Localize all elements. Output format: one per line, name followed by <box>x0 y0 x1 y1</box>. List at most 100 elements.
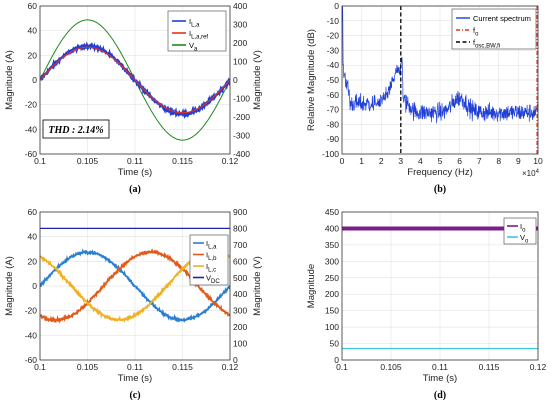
y-tick-label: 300 <box>325 256 339 266</box>
y-tick-label: 0 <box>334 355 339 365</box>
y-tick-label: 0 <box>334 1 339 11</box>
y-tick-label: 400 <box>325 223 339 233</box>
y-right-tick-label: 300 <box>233 20 247 30</box>
y-tick-label: 60 <box>28 207 38 217</box>
thd-annotation: THD : 2.14% <box>48 125 103 136</box>
y-tick-label: 0 <box>32 75 37 85</box>
y-right-tick-label: 200 <box>233 38 247 48</box>
series-line-L-b <box>40 248 230 324</box>
legend-entry: IL,b <box>206 251 217 263</box>
y-tick-label: -90 <box>327 134 340 144</box>
y-right-tick-label: 600 <box>233 256 247 266</box>
panel-label: (b) <box>434 184 446 195</box>
x-tick-label: 6 <box>457 156 462 166</box>
legend-entry: IL,a <box>206 239 217 251</box>
x-tick-label: 10 <box>533 156 543 166</box>
panel-label: (c) <box>129 390 140 401</box>
y-axis-label: Magnitude (A) <box>4 256 15 316</box>
y-axis-label: Magnitude <box>306 264 317 308</box>
y-tick-label: 450 <box>325 207 339 217</box>
y-right-tick-label: -200 <box>233 112 250 122</box>
x-axis-label: Time (s) <box>118 167 152 178</box>
x-tick-label: 0 <box>340 156 345 166</box>
x-tick-label: 0.11 <box>127 362 143 372</box>
legend-entry: IL,a,ref <box>189 29 208 41</box>
y-tick-label: -70 <box>327 105 340 115</box>
y-right-tick-label: -100 <box>233 94 250 104</box>
x-tick-label: 0.115 <box>479 362 500 372</box>
y-right-tick-label: 300 <box>233 306 247 316</box>
panel-a: 0.1 0.105 0.11 0.115 0.12-60-40-200204060-40… <box>4 1 263 195</box>
axes-frame <box>39 5 231 155</box>
x-tick-label: 5 <box>438 156 443 166</box>
legend-entry: Va <box>189 41 198 53</box>
legend-entry: Vo <box>520 233 529 245</box>
x-tick-label: 4 <box>418 156 423 166</box>
x-tick-label: 0.12 <box>222 362 239 372</box>
panel-b: 0 1 2 3 4 5 6 7 8 9 10-100-90-80-70-60-50-40-30-20… <box>306 1 543 195</box>
x-axis-label: Frequency (Hz) <box>407 167 472 178</box>
x-multiplier: ×104 <box>522 169 540 178</box>
y-tick-label: 20 <box>28 50 38 60</box>
x-tick-label: 0.105 <box>77 362 99 372</box>
y-tick-label: 200 <box>325 289 339 299</box>
x-axis-label: Time (s) <box>118 373 152 384</box>
y-tick-label: 60 <box>28 1 38 11</box>
y-right-tick-label: -400 <box>233 149 250 159</box>
legend-entry: IL,a <box>189 17 200 29</box>
y-tick-label: 250 <box>325 273 339 283</box>
series-line-L-a <box>40 248 230 323</box>
y-right-tick-label: 500 <box>233 273 247 283</box>
series-layer <box>342 6 538 154</box>
panel-c: 0.1 0.105 0.11 0.115 0.12-60-40-200204060010… <box>4 207 263 401</box>
y-tick-label: 150 <box>325 306 339 316</box>
y-tick-label: -20 <box>25 306 38 316</box>
y-right-tick-label: 200 <box>233 322 247 332</box>
y-tick-label: -10 <box>327 16 340 26</box>
y-right-axis-label: Magnitude (V) <box>252 50 263 110</box>
panel-label: (a) <box>129 184 141 195</box>
y-tick-label: -60 <box>25 149 38 159</box>
y-tick-label: 40 <box>28 232 38 242</box>
x-tick-label: 1 <box>359 156 364 166</box>
y-right-tick-label: 700 <box>233 240 247 250</box>
x-tick-label: 0.11 <box>432 362 448 372</box>
legend-entry: IL,c <box>206 262 216 274</box>
x-tick-label: 2 <box>379 156 384 166</box>
y-right-tick-label: 400 <box>233 1 247 11</box>
legend-entry: VDC <box>206 274 220 286</box>
legend-entry: fosc,BW,fi <box>473 38 500 50</box>
y-tick-label: -40 <box>25 330 38 340</box>
y-tick-label: -100 <box>322 149 339 159</box>
y-axis-label: Magnitude (A) <box>4 50 15 110</box>
x-axis-label: Time (s) <box>423 373 457 384</box>
y-tick-label: 350 <box>325 240 339 250</box>
y-tick-label: -40 <box>25 124 38 134</box>
y-right-tick-label: -300 <box>233 131 250 141</box>
x-tick-label: 7 <box>477 156 482 166</box>
y-right-tick-label: 400 <box>233 289 247 299</box>
y-tick-label: 0 <box>32 281 37 291</box>
y-tick-label: 40 <box>28 26 38 36</box>
y-right-tick-label: 100 <box>233 339 247 349</box>
y-axis-label: Relative Magnitude (dB) <box>306 29 317 131</box>
x-tick-label: 8 <box>496 156 501 166</box>
x-tick-label: 9 <box>516 156 521 166</box>
x-tick-label: 0.11 <box>127 156 143 166</box>
y-right-tick-label: 100 <box>233 57 247 67</box>
y-right-axis-label: Magnitude (V) <box>252 256 263 316</box>
x-tick-label: 0.12 <box>530 362 547 372</box>
x-tick-label: 0.1 <box>34 362 46 372</box>
legend-entry: Current spectrum <box>473 14 531 23</box>
x-tick-label: 0.115 <box>172 362 193 372</box>
y-right-tick-label: 0 <box>233 75 238 85</box>
y-tick-label: -60 <box>25 355 38 365</box>
y-tick-label: 50 <box>330 339 340 349</box>
legend-box <box>503 217 537 245</box>
x-tick-label: 0.105 <box>77 156 99 166</box>
legend-entry: Io <box>520 222 526 234</box>
x-tick-label: 0.1 <box>34 156 46 166</box>
